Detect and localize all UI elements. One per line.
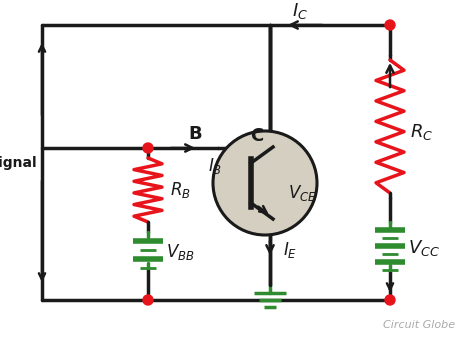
Text: $V_{BB}$: $V_{BB}$ <box>166 242 195 262</box>
Text: $I_E$: $I_E$ <box>283 240 297 260</box>
Text: $V_{CE}$: $V_{CE}$ <box>288 183 316 203</box>
Text: $R_B$: $R_B$ <box>170 180 191 200</box>
Ellipse shape <box>213 131 317 235</box>
Circle shape <box>385 295 395 305</box>
Text: B: B <box>188 125 202 143</box>
Text: No Signal: No Signal <box>0 156 37 170</box>
Text: $I_B$: $I_B$ <box>208 156 222 176</box>
Circle shape <box>385 20 395 30</box>
Text: $R_C$: $R_C$ <box>410 121 433 142</box>
Circle shape <box>143 295 153 305</box>
Circle shape <box>143 143 153 153</box>
Text: $V_{CC}$: $V_{CC}$ <box>408 238 440 258</box>
Text: Circuit Globe: Circuit Globe <box>383 320 455 330</box>
Text: C: C <box>251 127 264 145</box>
Text: $I_C$: $I_C$ <box>292 1 308 21</box>
